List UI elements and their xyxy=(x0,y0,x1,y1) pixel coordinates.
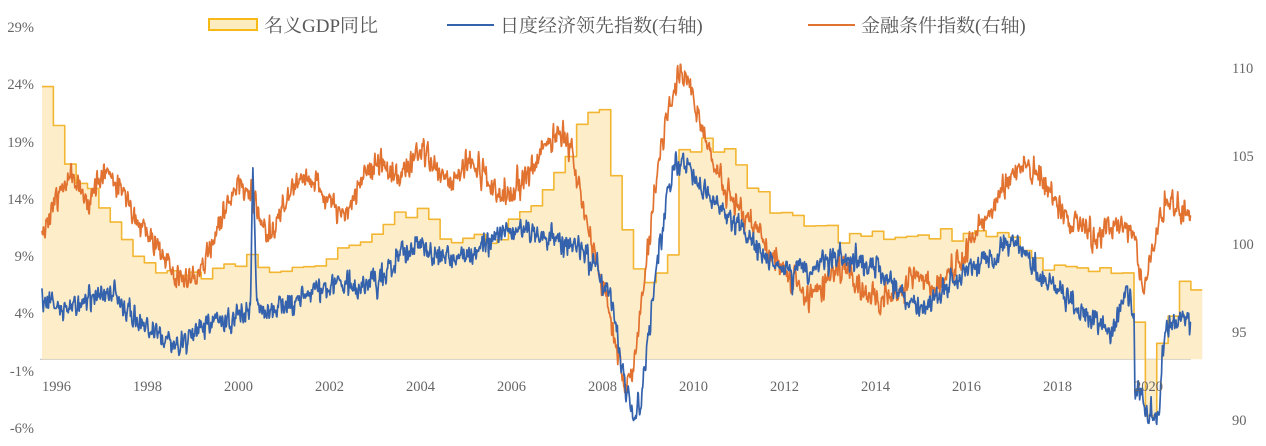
svg-text:2010: 2010 xyxy=(679,379,708,395)
svg-text:-6%: -6% xyxy=(10,421,34,437)
svg-text:2006: 2006 xyxy=(497,379,526,395)
svg-text:1998: 1998 xyxy=(133,379,162,395)
svg-text:2018: 2018 xyxy=(1043,379,1072,395)
svg-text:19%: 19% xyxy=(7,135,34,151)
svg-text:2016: 2016 xyxy=(952,379,981,395)
svg-text:1996: 1996 xyxy=(42,379,71,395)
svg-text:24%: 24% xyxy=(7,77,34,93)
svg-text:2012: 2012 xyxy=(770,379,799,395)
svg-text:95: 95 xyxy=(1232,325,1247,341)
svg-text:2002: 2002 xyxy=(315,379,344,395)
svg-text:-1%: -1% xyxy=(10,364,34,380)
svg-text:2000: 2000 xyxy=(224,379,253,395)
svg-text:2008: 2008 xyxy=(588,379,617,395)
svg-text:100: 100 xyxy=(1232,237,1254,253)
svg-text:110: 110 xyxy=(1232,61,1253,77)
svg-text:9%: 9% xyxy=(15,249,34,265)
svg-text:105: 105 xyxy=(1232,149,1254,165)
svg-text:2004: 2004 xyxy=(406,379,436,395)
svg-text:90: 90 xyxy=(1232,413,1247,429)
svg-text:4%: 4% xyxy=(15,306,34,322)
svg-text:14%: 14% xyxy=(7,192,34,208)
svg-text:2014: 2014 xyxy=(861,379,891,395)
svg-text:2020: 2020 xyxy=(1134,379,1163,395)
